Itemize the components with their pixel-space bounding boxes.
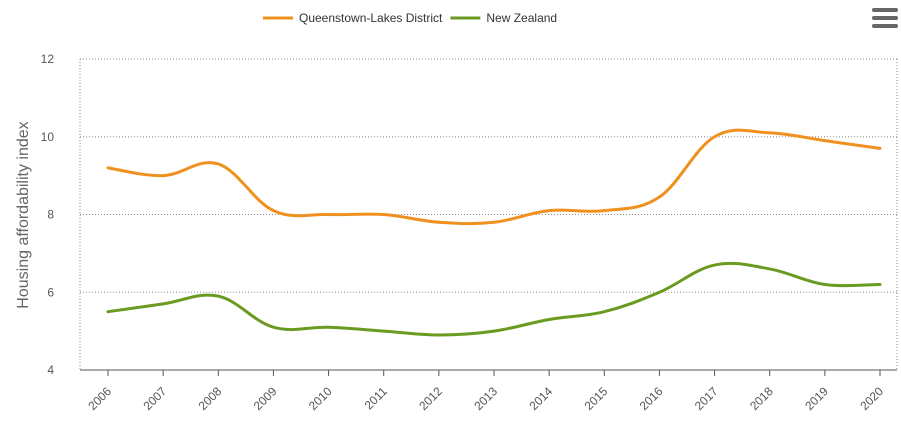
- x-tick-label: 2018: [747, 384, 776, 413]
- legend-label: Queenstown-Lakes District: [299, 11, 443, 25]
- x-tick-label: 2007: [140, 384, 169, 413]
- x-tick-label: 2020: [857, 384, 886, 413]
- y-tick-label: 6: [47, 285, 54, 299]
- y-tick-label: 4: [47, 363, 54, 377]
- y-tick-label: 8: [47, 208, 54, 222]
- x-tick-label: 2015: [582, 384, 611, 413]
- menu-button[interactable]: [872, 8, 898, 28]
- series-line: [106, 261, 882, 337]
- y-tick-label: 10: [41, 130, 55, 144]
- series-line: [106, 128, 882, 226]
- x-tick-label: 2017: [692, 384, 721, 413]
- x-tick-label: 2012: [416, 384, 445, 413]
- x-tick-label: 2019: [802, 384, 831, 413]
- legend: Queenstown-Lakes District New Zealand: [263, 11, 557, 25]
- x-tick-label: 2016: [637, 384, 666, 413]
- x-tick-label: 2008: [196, 384, 225, 413]
- x-tick-label: 2009: [251, 384, 280, 413]
- x-tick-label: 2006: [85, 384, 114, 413]
- menu-bar: [872, 16, 898, 20]
- y-tick-label: 12: [41, 52, 55, 66]
- y-axis-label: Housing affordability index: [15, 121, 32, 308]
- x-tick-label: 2010: [306, 384, 335, 413]
- x-tick-label: 2011: [362, 384, 390, 412]
- x-tick-label: 2014: [526, 384, 555, 413]
- x-tick-label: 2013: [471, 384, 500, 413]
- menu-bar: [872, 8, 898, 12]
- menu-bar: [872, 24, 898, 28]
- legend-label: New Zealand: [486, 11, 557, 25]
